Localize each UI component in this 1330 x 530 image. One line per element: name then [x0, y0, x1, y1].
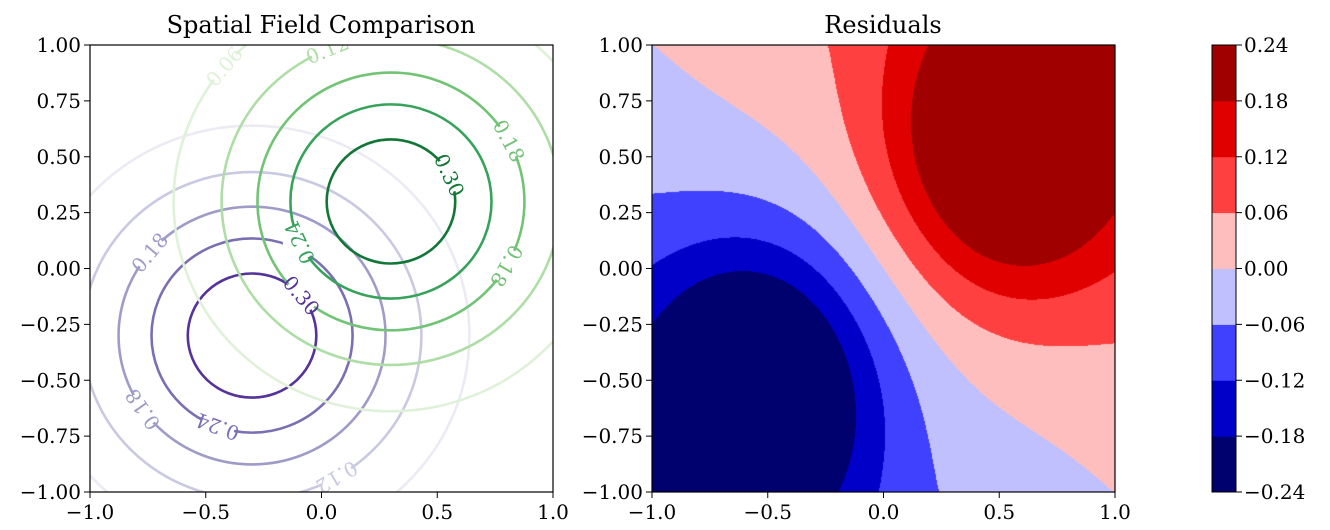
right-plot-area — [652, 45, 1115, 492]
contour-label-gap — [310, 45, 345, 67]
right-xtick-label: 1.0 — [1099, 500, 1131, 524]
right-ytick-label: −0.50 — [582, 368, 643, 392]
right-ytick-label: 1.00 — [598, 33, 643, 57]
right-ytick-label: 0.25 — [598, 201, 643, 225]
colorbar-tick-label: −0.12 — [1244, 368, 1305, 392]
right-xtick-label: −0.5 — [743, 500, 792, 524]
contour-label-gap — [491, 123, 526, 158]
colorbar-tick-label: 0.24 — [1244, 33, 1289, 57]
colorbar-band — [1212, 380, 1236, 437]
left-ytick-label: 0.00 — [36, 257, 81, 281]
left-x-axis: −1.0 −0.5 0.0 0.5 1.0 — [66, 492, 569, 524]
colorbar: 0.24 0.18 0.12 0.06 0.00 −0.06 −0.12 −0.18 −0.24 — [1211, 33, 1305, 504]
right-xtick-label: 0.5 — [983, 500, 1015, 524]
colorbar-band — [1212, 156, 1236, 214]
right-ytick-label: −0.75 — [582, 424, 643, 448]
right-xtick-label: −1.0 — [628, 500, 677, 524]
right-ytick-label: 0.50 — [598, 145, 643, 169]
contour-line-greens-0.30 — [325, 138, 457, 265]
contour-line-purples-0.12 — [90, 170, 423, 492]
contour-label-gap — [432, 158, 467, 193]
contour-label-gap — [200, 409, 235, 444]
colorbar-tick-label: 0.12 — [1244, 145, 1289, 169]
contour-label-gap — [319, 460, 354, 492]
left-ytick-label: −0.50 — [20, 368, 81, 392]
right-chart: Residuals −1.0 −0.5 0.0 0.5 1.0 1.00 0.75 0.50… — [582, 11, 1131, 524]
right-ytick-label: 0.75 — [598, 89, 643, 113]
colorbar-band — [1212, 212, 1236, 269]
left-ytick-label: 0.50 — [36, 145, 81, 169]
contour-line-purples-0.18 — [117, 205, 387, 466]
contour-label-gap — [125, 392, 160, 427]
left-chart: Spatial Field Comparison 0.06 0.120.180.3… — [20, 11, 569, 524]
contour-label-gap — [207, 49, 242, 84]
colorbar-tick-label: 0.00 — [1244, 257, 1289, 281]
right-xtick-label: 0.0 — [868, 500, 900, 524]
residuals-filled-contours — [652, 45, 1115, 492]
contour-line-greens-0.12 — [220, 45, 553, 367]
contour-label-gap — [132, 235, 167, 270]
left-plot-area: 0.06 0.120.180.300.24 0.180.120.060.180.30… — [90, 45, 553, 492]
left-xtick-label: 0.0 — [306, 500, 338, 524]
contour-line-purples-0.30 — [186, 272, 318, 399]
contour-line-purples-0.06 — [90, 124, 471, 492]
left-xtick-label: −0.5 — [181, 500, 230, 524]
left-ytick-label: −0.75 — [20, 424, 81, 448]
colorbar-band — [1212, 45, 1236, 102]
left-ytick-label: −0.25 — [20, 312, 81, 336]
contour-label-gap — [489, 248, 524, 283]
left-xtick-label: −1.0 — [66, 500, 115, 524]
colorbar-band — [1212, 100, 1236, 158]
left-ytick-label: −1.00 — [20, 480, 81, 504]
left-chart-title: Spatial Field Comparison — [167, 11, 476, 39]
colorbar-tick-label: −0.24 — [1244, 480, 1305, 504]
colorbar-tick-label: 0.18 — [1244, 89, 1289, 113]
colorbar-tick-label: −0.06 — [1244, 312, 1305, 336]
right-ytick-label: −0.25 — [582, 312, 643, 336]
contour-line-purples-0.24 — [150, 237, 354, 434]
colorbar-tick-label: 0.06 — [1244, 201, 1289, 225]
left-ytick-label: 1.00 — [36, 33, 81, 57]
colorbar-band — [1212, 268, 1236, 325]
colorbar-tick-label: −0.18 — [1244, 424, 1305, 448]
left-xtick-label: 1.0 — [537, 500, 569, 524]
contour-line-greens-0.06 — [172, 45, 553, 413]
colorbar-band — [1212, 436, 1236, 493]
left-ytick-label: 0.75 — [36, 89, 81, 113]
contour-label-gap — [284, 278, 319, 313]
right-x-axis: −1.0 −0.5 0.0 0.5 1.0 — [628, 492, 1131, 524]
right-ytick-label: −1.00 — [582, 480, 643, 504]
contour-line-greens-0.18 — [256, 71, 526, 332]
left-xtick-label: 0.5 — [421, 500, 453, 524]
contour-line-greens-0.24 — [289, 103, 493, 300]
right-ytick-label: 0.00 — [598, 257, 643, 281]
contour-label-gap — [282, 225, 317, 260]
right-chart-title: Residuals — [824, 11, 941, 39]
left-ytick-label: 0.25 — [36, 201, 81, 225]
right-y-axis: 1.00 0.75 0.50 0.25 0.00 −0.25 −0.50 −0.75 −1.00 — [582, 33, 652, 504]
left-y-axis: 1.00 0.75 0.50 0.25 0.00 −0.25 −0.50 −0.75 −1.00 — [20, 33, 90, 504]
colorbar-band — [1212, 324, 1236, 381]
